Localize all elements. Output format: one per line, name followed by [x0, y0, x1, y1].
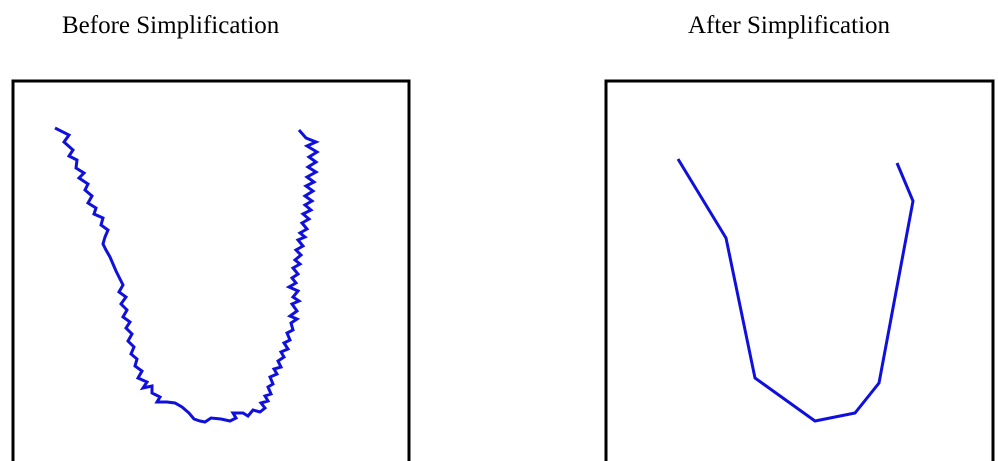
before-panel-frame	[13, 81, 409, 461]
after-panel-frame	[606, 81, 993, 461]
simplified-curve	[678, 159, 913, 421]
original-curve	[55, 128, 317, 422]
